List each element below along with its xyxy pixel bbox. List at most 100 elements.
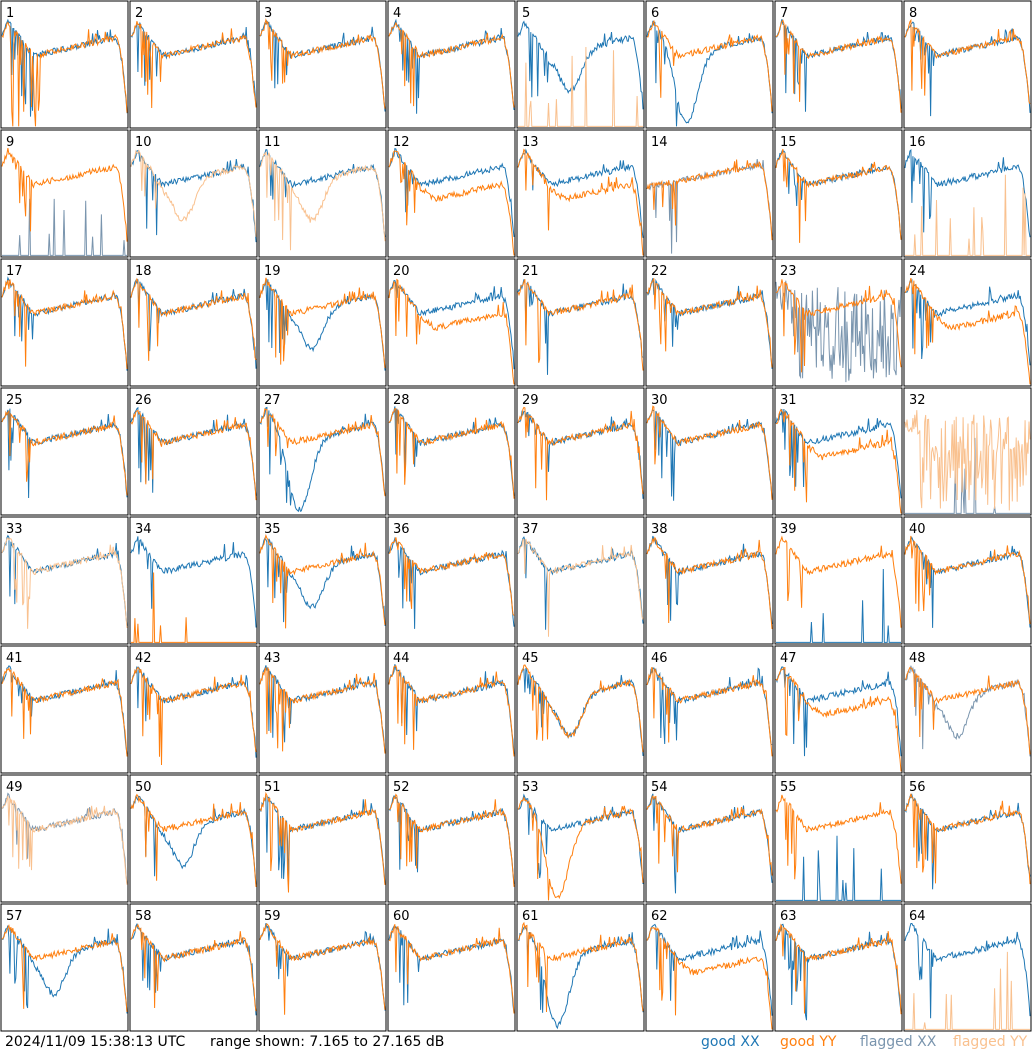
yy-series-line (646, 795, 773, 876)
spectrum-panel-35: 35 (258, 516, 387, 645)
timestamp-label: 2024/11/09 15:38:13 UTC (5, 1034, 186, 1050)
panel-frame (516, 516, 645, 645)
panel-frame (903, 645, 1032, 774)
panel-number-label: 7 (780, 6, 788, 21)
yy-series-line (775, 279, 902, 373)
spectrum-panel-55: 55 (774, 774, 903, 903)
spectrum-panel-61: 61 (516, 903, 645, 1032)
xx-series-line (646, 409, 773, 501)
spectrum-panel-20: 20 (387, 258, 516, 387)
panel-number-label: 49 (6, 780, 23, 795)
yy-series-line (388, 150, 515, 256)
spectrum-panel-15: 15 (774, 129, 903, 258)
yy-series-line (775, 535, 902, 628)
xx-series-line (130, 795, 257, 885)
panel-frame (774, 0, 903, 129)
panel-frame (129, 903, 258, 1032)
panel-frame (129, 645, 258, 774)
panel-number-label: 24 (909, 264, 926, 279)
yy-series-line (388, 408, 515, 499)
yy-series-line (1, 924, 128, 1013)
spectrum-panel-38: 38 (645, 516, 774, 645)
yy-series-line (259, 277, 386, 369)
spectrum-panel-36: 36 (387, 516, 516, 645)
spectrum-panel-32: 32 (903, 387, 1032, 516)
yy-series-line (775, 923, 902, 1015)
xx-series-line (1, 665, 128, 755)
panel-frame (258, 0, 387, 129)
panel-number-label: 63 (780, 909, 797, 924)
yy-series-line (130, 666, 257, 766)
spectrum-panel-1: 1 (0, 0, 129, 129)
yy-series-line (646, 19, 773, 112)
spectrum-panel-51: 51 (258, 774, 387, 903)
spectrum-panel-58: 58 (129, 903, 258, 1032)
spectrum-panel-30: 30 (645, 387, 774, 516)
panel-frame (258, 645, 387, 774)
xx-series-line (259, 923, 386, 1011)
yy-series-line (1, 667, 128, 757)
panel-number-label: 46 (651, 651, 668, 666)
yy-series-line (646, 536, 773, 630)
spectrum-panel-44: 44 (387, 645, 516, 774)
spectrum-panel-23: 23 (774, 258, 903, 387)
xx-series-line (130, 150, 257, 243)
yy-series-line (646, 159, 773, 241)
yy-series-line (259, 791, 386, 893)
xx-series-line (904, 793, 1031, 890)
xx-series-line (2, 198, 127, 256)
panel-number-label: 47 (780, 651, 797, 666)
yy-series-line (130, 21, 257, 109)
spectrum-panel-42: 42 (129, 645, 258, 774)
yy-series-line (646, 278, 773, 368)
spectrum-panel-40: 40 (903, 516, 1032, 645)
spectrum-panel-7: 7 (774, 0, 903, 129)
legend-flagged-yy: flagged YY (953, 1034, 1028, 1050)
panel-number-label: 30 (651, 393, 668, 408)
spectrum-panel-3: 3 (258, 0, 387, 129)
spectrum-panel-39: 39 (774, 516, 903, 645)
spectrum-panel-33: 33 (0, 516, 129, 645)
yy-series-line (517, 796, 644, 901)
panel-frame (0, 387, 129, 516)
panel-number-label: 6 (651, 6, 659, 21)
spectrum-panel-57: 57 (0, 903, 129, 1032)
yy-series-line (259, 151, 386, 251)
spectrum-panel-46: 46 (645, 645, 774, 774)
spectrum-panel-53: 53 (516, 774, 645, 903)
panel-number-label: 57 (6, 909, 23, 924)
spectrum-panel-8: 8 (903, 0, 1032, 129)
spectrum-panel-28: 28 (387, 387, 516, 516)
panel-number-label: 48 (909, 651, 926, 666)
panel-number-label: 64 (909, 909, 926, 924)
yy-series-line (905, 174, 1030, 256)
panel-number-label: 17 (6, 264, 23, 279)
spectrum-panel-6: 6 (645, 0, 774, 129)
xx-series-line (775, 666, 902, 757)
xx-series-line (904, 923, 1031, 1019)
spectrum-panel-27: 27 (258, 387, 387, 516)
panel-number-label: 38 (651, 522, 668, 537)
panel-number-label: 21 (522, 264, 539, 279)
yy-series-line (1, 21, 128, 127)
panel-number-label: 35 (264, 522, 281, 537)
yy-series-line (1, 795, 128, 885)
xx-series-line (517, 20, 644, 110)
panel-number-label: 40 (909, 522, 926, 537)
spectrum-panel-25: 25 (0, 387, 129, 516)
panel-number-label: 25 (6, 393, 23, 408)
spectrum-panel-21: 21 (516, 258, 645, 387)
panel-number-label: 19 (264, 264, 281, 279)
xx-series-line (388, 280, 515, 370)
panel-frame (903, 129, 1032, 258)
xx-series-line (388, 664, 515, 755)
yy-series-line (646, 926, 773, 1030)
panel-number-label: 27 (264, 393, 281, 408)
spectrum-panel-43: 43 (258, 645, 387, 774)
panel-number-label: 20 (393, 264, 410, 279)
xx-series-line (517, 536, 644, 630)
panel-number-label: 44 (393, 651, 410, 666)
yy-series-line (518, 46, 643, 127)
yy-series-line (904, 535, 1031, 625)
panel-number-label: 53 (522, 780, 539, 795)
